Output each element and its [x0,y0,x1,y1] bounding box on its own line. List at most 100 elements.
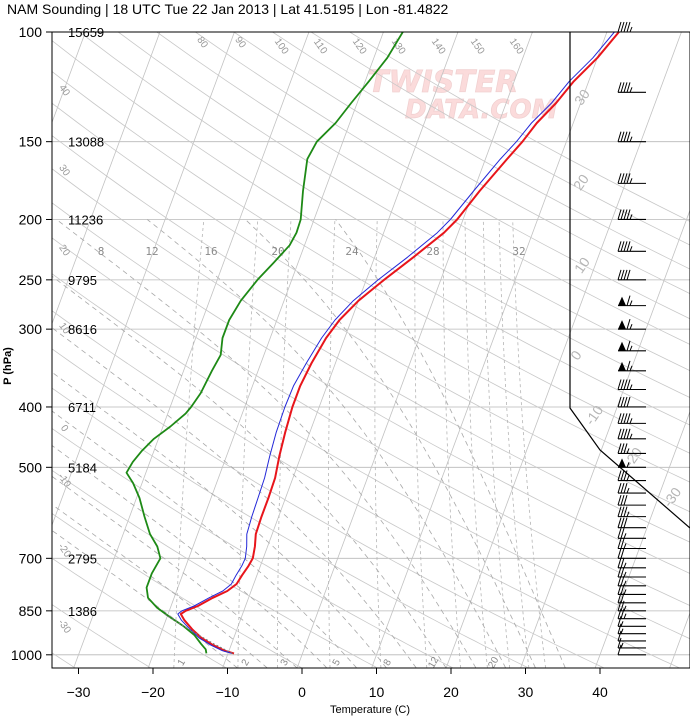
dry-adiabat [117,32,690,372]
moist-adiabat [335,219,566,668]
dry-adiabat-label: 160 [507,37,526,57]
x-tick-label: −10 [216,684,240,700]
wind-barb [617,584,646,595]
wind-barb [617,413,646,424]
mixing-ratio-label: 16 [204,245,217,258]
mixing-ratio-line [442,219,461,668]
isotherm [73,32,310,668]
dry-adiabat [52,202,690,574]
moist-adiabat [245,219,536,668]
mixing-ratio-bottom-label: 5 [331,657,344,668]
y-tick-label: 250 [19,272,43,288]
dry-adiabat-label: 120 [350,37,369,57]
isotherm [445,32,682,668]
x-tick-label: −30 [67,684,91,700]
dry-adiabat [156,32,690,345]
moist-adiabat-label: 20 [570,171,592,193]
mixing-ratio-line [374,219,382,668]
dry-adiabat [52,70,690,454]
dry-adiabat [52,428,454,668]
wind-barb [617,173,646,184]
dry-adiabat-label: 80 [194,35,210,51]
dry-adiabat-left-label: 30 [56,163,72,179]
wind-barb [617,575,646,587]
mixing-ratio-bottom-label: 20 [486,655,501,671]
dry-adiabat [195,32,690,320]
y-tick-label: 700 [19,550,43,566]
height-labels: 15659 13088 11236 9795 8616 6711 5184 2795 1386 [68,25,104,619]
wind-barb [617,608,646,620]
height-label: 15659 [68,25,104,40]
wind-barbs [617,21,646,656]
dry-adiabat [52,237,690,607]
mixing-ratio-line [464,219,488,668]
moist-adiabat [56,219,477,668]
moist-adiabat-label: -30 [660,484,685,510]
dry-adiabat [52,168,690,543]
y-tick-label: 300 [19,321,43,337]
isotherm [52,32,235,527]
y-axis-ticks: 100 150 200 250 300 400 500 700 850 1000 [11,24,52,663]
mixing-ratio-bottom-label: 1 [176,657,189,668]
mixing-ratio-line [414,219,428,668]
dry-adiabat [52,310,680,668]
x-tick-label: 10 [369,684,385,700]
moist-adiabat-label: 30 [571,86,593,108]
wind-barb [617,428,646,440]
dry-adiabat [233,32,690,295]
x-tick-label: 30 [518,684,534,700]
wind-barb [617,506,646,518]
dry-adiabat-label: 140 [429,37,448,57]
wind-barb [617,592,646,604]
height-label: 9795 [68,273,97,288]
y-tick-label: 150 [19,134,43,150]
mixing-ratio-label: 24 [345,245,359,258]
wind-barb [617,548,646,559]
wind-barb [617,269,646,281]
wind-barb [617,538,646,550]
isotherm [147,32,384,668]
mixing-ratio-line [237,219,259,668]
dry-adiabat-label: 90 [232,35,248,51]
y-tick-label: 200 [19,211,43,227]
dry-adiabat [52,273,690,640]
wind-barb [618,458,646,468]
moist-adiabat [52,275,447,668]
moist-adiabat [52,475,298,668]
dry-adiabat [349,32,690,222]
height-label: 13088 [68,135,104,150]
wind-barb [617,470,646,482]
mixing-ratio-label: 20 [271,245,284,258]
moist-adiabat [52,327,417,668]
series-dewpoint [125,32,404,654]
mixing-ratio-line [482,219,511,668]
mixing-ratio-bottom-label: 2 [240,657,253,668]
wind-barb [617,494,646,506]
dry-adiabat [52,513,303,668]
height-label: 2795 [68,551,97,566]
mixing-ratio-label: 12 [145,245,158,258]
series-virtual-temperature [177,32,615,654]
moist-adiabat-label: 10 [571,254,593,276]
y-tick-label: 400 [19,399,43,415]
height-label: 1386 [68,604,97,619]
dry-adiabat [79,32,690,399]
wind-barb [618,360,646,372]
dry-adiabat-left-label: 20 [56,243,72,259]
isotherm [669,611,690,668]
wind-profile-outline [569,32,690,529]
wind-barb [617,209,646,221]
height-label: 8616 [68,322,97,337]
dry-adiabat [310,32,690,246]
mixing-ratio-line [327,219,336,668]
mixing-ratio-line [173,219,205,668]
wind-barb [617,630,646,642]
x-tick-label: 20 [443,684,459,700]
dry-adiabat [52,102,690,483]
dry-adiabat-label: 100 [272,37,291,57]
moist-adiabat-label: -10 [582,402,607,428]
isotherm [520,209,690,668]
dry-adiabat-left-label: 0 [58,423,70,434]
moist-adiabat [52,410,358,668]
x-tick-label: 0 [298,684,306,700]
